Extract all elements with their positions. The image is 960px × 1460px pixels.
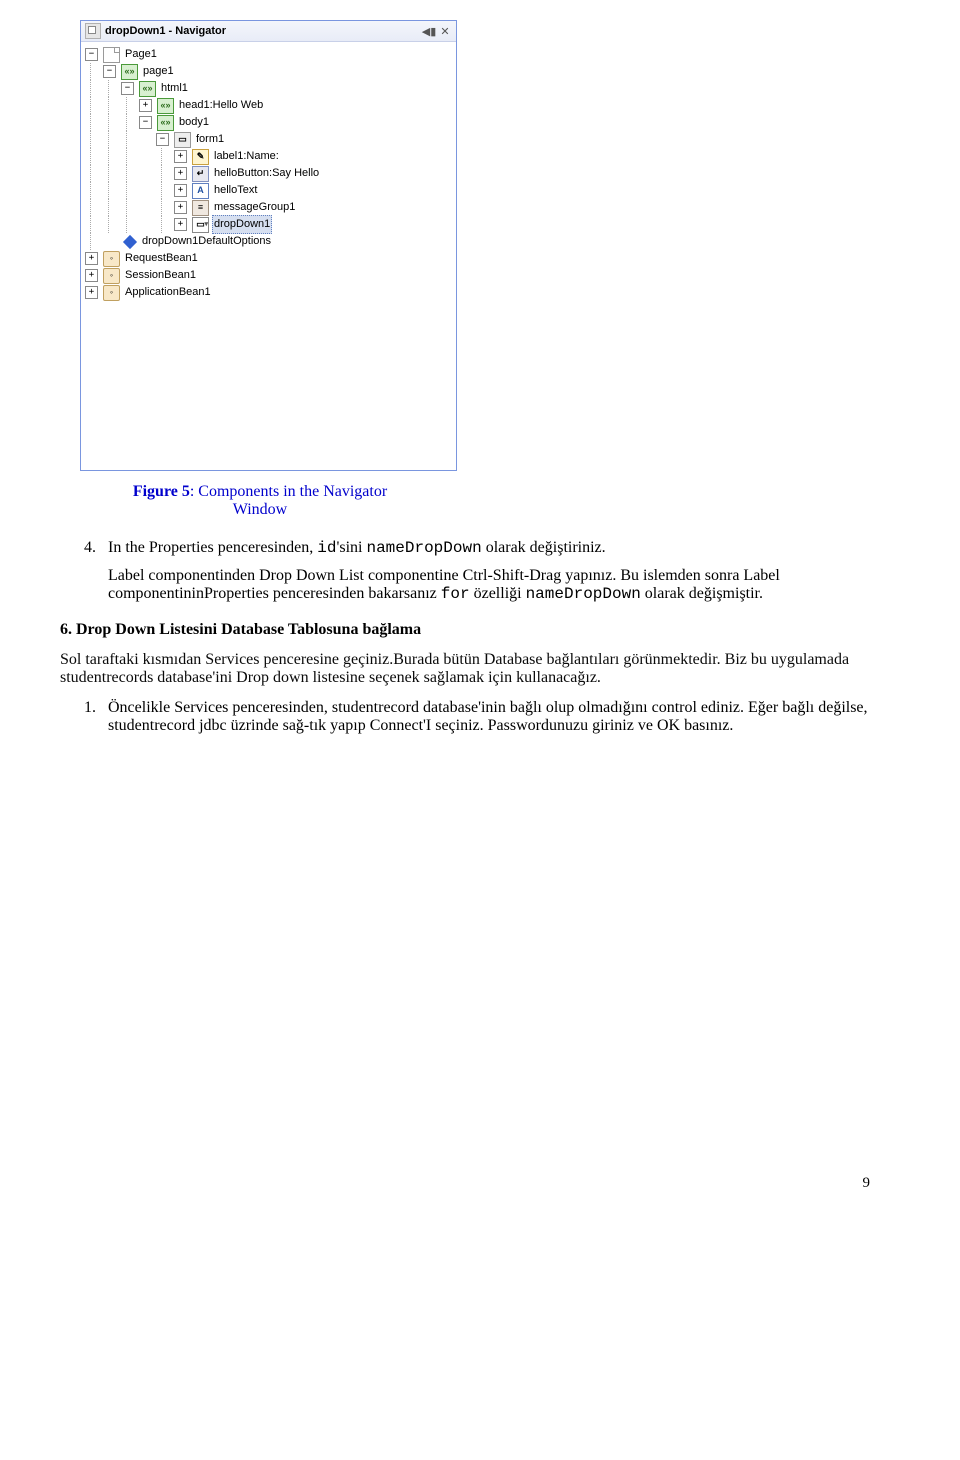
component-icon: «»	[157, 115, 174, 131]
tree-form1[interactable]: − ▭ form1	[85, 131, 456, 148]
expander-icon[interactable]: −	[139, 116, 152, 129]
step4-p2: Label componentinden Drop Down List comp…	[108, 567, 880, 603]
navigator-tree: − Page1 − «» page1 − «» html1 + «» head	[81, 42, 456, 470]
expander-icon[interactable]: −	[121, 82, 134, 95]
bean-icon: ◦	[103, 268, 120, 284]
tree-dropDown1[interactable]: + ▭ dropDown1	[85, 216, 456, 233]
page-icon	[103, 47, 120, 63]
step-number: 4.	[60, 539, 108, 603]
tree-body1[interactable]: − «» body1	[85, 114, 456, 131]
tree-helloButton[interactable]: + ↵ helloButton:Say Hello	[85, 165, 456, 182]
navigator-title: dropDown1 - Navigator	[105, 25, 420, 37]
expander-icon[interactable]: +	[174, 184, 187, 197]
tree-page1[interactable]: − «» page1	[85, 63, 456, 80]
expander-icon[interactable]: +	[85, 269, 98, 282]
expander-icon[interactable]: −	[85, 48, 98, 61]
section6-step-1: 1. Öncelikle Services penceresinden, stu…	[60, 699, 880, 735]
diamond-icon	[123, 234, 137, 248]
section-6-heading: 6. Drop Down Listesini Database Tablosun…	[60, 621, 880, 639]
tree-sessionBean1[interactable]: + ◦ SessionBean1	[85, 267, 456, 284]
text-icon: A	[192, 183, 209, 199]
tree-helloText[interactable]: + A helloText	[85, 182, 456, 199]
component-icon: «»	[157, 98, 174, 114]
expander-icon[interactable]: −	[103, 65, 116, 78]
tree-head1[interactable]: + «» head1:Hello Web	[85, 97, 456, 114]
tree-html1[interactable]: − «» html1	[85, 80, 456, 97]
figure-caption: Figure 5: Components in the Navigator Wi…	[80, 483, 440, 519]
button-icon: ↵	[192, 166, 209, 182]
tree-label1[interactable]: + ✎ label1:Name:	[85, 148, 456, 165]
expander-icon[interactable]: +	[85, 252, 98, 265]
expander-icon[interactable]: +	[139, 99, 152, 112]
step-4: 4. In the Properties penceresinden, id's…	[60, 539, 880, 603]
close-icon[interactable]: ✕	[438, 24, 452, 38]
navigator-title-icon	[85, 23, 101, 39]
pin-icon[interactable]: ◀▮	[422, 24, 436, 38]
page-number: 9	[60, 1175, 880, 1192]
navigator-titlebar: dropDown1 - Navigator ◀▮ ✕	[81, 21, 456, 42]
figure-title-2: Window	[233, 501, 287, 518]
tree-requestBean1[interactable]: + ◦ RequestBean1	[85, 250, 456, 267]
expander-icon[interactable]: +	[174, 201, 187, 214]
figure-title: : Components in the Navigator	[190, 483, 387, 500]
navigator-panel: dropDown1 - Navigator ◀▮ ✕ − Page1 − «» …	[80, 20, 457, 471]
tree-page1-cap[interactable]: − Page1	[85, 46, 456, 63]
form-icon: ▭	[174, 132, 191, 148]
expander-icon[interactable]: +	[85, 286, 98, 299]
tree-dropDown1DefaultOptions[interactable]: dropDown1DefaultOptions	[85, 233, 456, 250]
step4-p1: In the Properties penceresinden, id'sini…	[108, 539, 880, 557]
expander-icon[interactable]: +	[174, 150, 187, 163]
tree-applicationBean1[interactable]: + ◦ ApplicationBean1	[85, 284, 456, 301]
component-icon: «»	[121, 64, 138, 80]
message-icon: ≡	[192, 200, 209, 216]
dropdown-icon: ▭	[192, 217, 209, 233]
expander-icon[interactable]: −	[156, 133, 169, 146]
section-6-para: Sol taraftaki kısmıdan Services penceres…	[60, 651, 880, 687]
component-icon: «»	[139, 81, 156, 97]
bean-icon: ◦	[103, 285, 120, 301]
expander-icon[interactable]: +	[174, 167, 187, 180]
tree-messageGroup1[interactable]: + ≡ messageGroup1	[85, 199, 456, 216]
step-number: 1.	[60, 699, 108, 735]
label-icon: ✎	[192, 149, 209, 165]
figure-label: Figure 5	[133, 483, 190, 500]
expander-icon[interactable]: +	[174, 218, 187, 231]
step1b-text: Öncelikle Services penceresinden, studen…	[108, 699, 880, 735]
bean-icon: ◦	[103, 251, 120, 267]
